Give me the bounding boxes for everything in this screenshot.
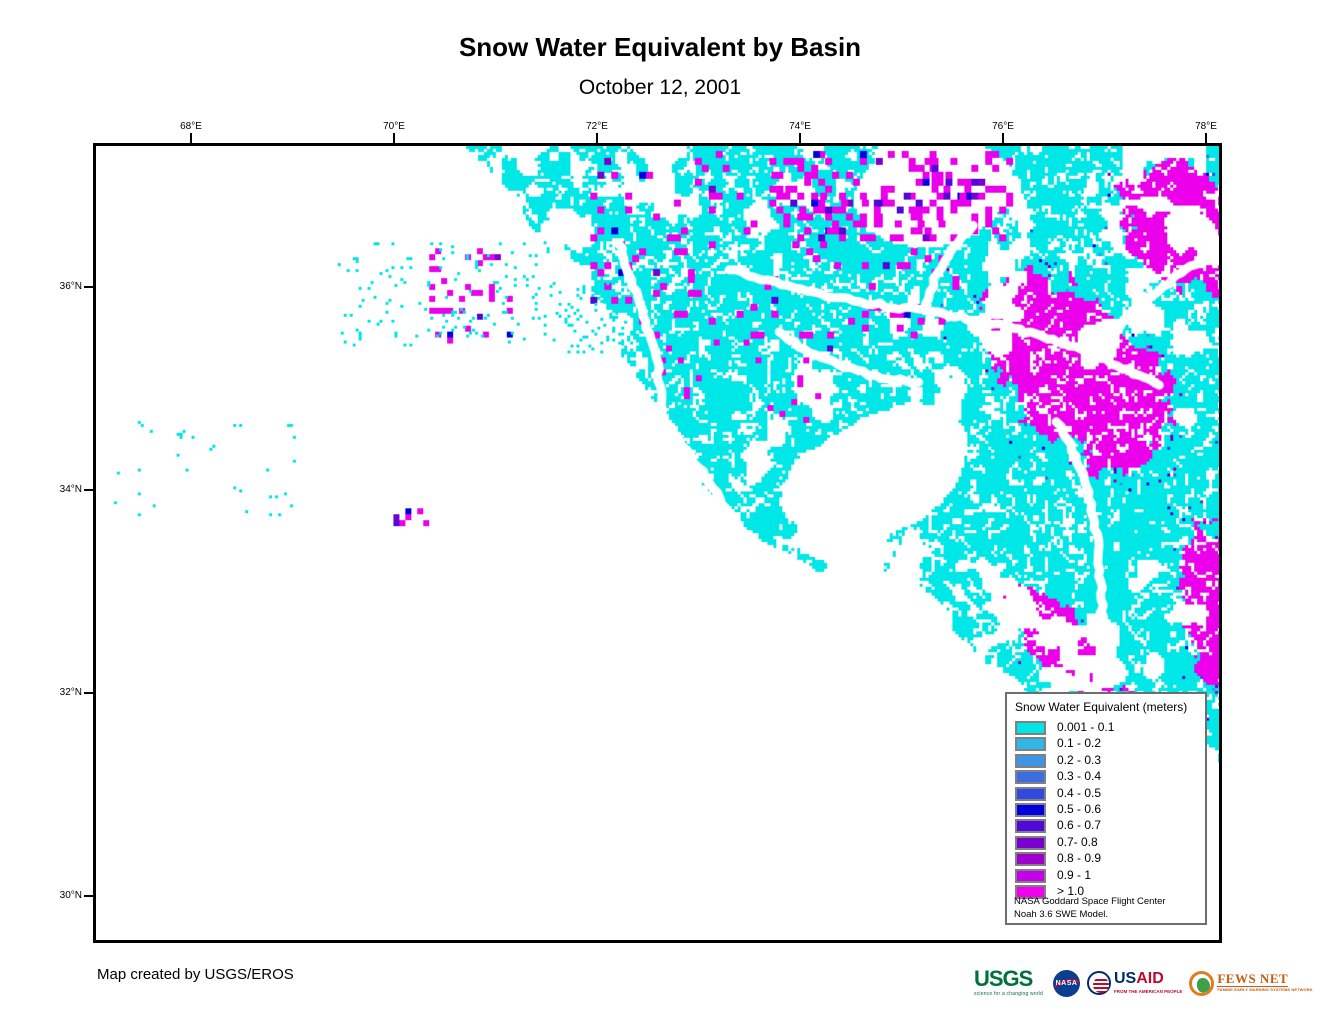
legend-swatch (1015, 737, 1046, 752)
top-tick (1205, 133, 1207, 143)
legend-class-label: > 1.0 (1057, 884, 1085, 898)
left-tick (84, 692, 93, 694)
top-tick-label: 74°E (789, 121, 811, 132)
legend-swatch (1015, 786, 1046, 801)
top-tick (190, 133, 192, 143)
map-title: Snow Water Equivalent by Basin (458, 32, 862, 62)
legend-class-label: 0.3 - 0.4 (1057, 769, 1102, 784)
left-tick-label: 34°N (59, 484, 82, 495)
usaid-emblem-icon (1087, 971, 1111, 995)
usaid-tagline: FROM THE AMERICAN PEOPLE (1114, 988, 1183, 994)
legend-class-label: 0.9 - 1 (1057, 867, 1092, 882)
legend-swatch (1015, 835, 1046, 850)
credit-text: Map created by USGS/EROS (97, 966, 294, 983)
top-tick (1002, 133, 1004, 143)
top-tick (799, 133, 801, 143)
left-tick (84, 489, 93, 491)
legend-class-label: 0.6 - 0.7 (1057, 818, 1102, 833)
top-tick (596, 133, 598, 143)
map-subtitle: October 12, 2001 (578, 76, 742, 99)
usaid-logo: USAID FROM THE AMERICAN PEOPLE (1087, 969, 1183, 996)
usaid-logo-text-aid: AID (1136, 969, 1164, 987)
fewsnet-tagline: FAMINE EARLY WARNING SYSTEMS NETWORK (1217, 986, 1313, 992)
legend-class-label: 0.1 - 0.2 (1057, 736, 1102, 751)
top-tick (393, 133, 395, 143)
legend-title: Snow Water Equivalent (meters) (1015, 700, 1188, 714)
fewsnet-globe-icon (1189, 970, 1215, 996)
left-tick (84, 286, 93, 288)
legend-footnote-line: Noah 3.6 SWE Model. (1014, 909, 1108, 920)
left-tick (84, 895, 93, 897)
legend-swatch (1015, 753, 1046, 768)
legend-swatch (1015, 852, 1046, 867)
legend-footnote-line: NASA Goddard Space Flight Center (1014, 896, 1166, 907)
top-tick-label: 68°E (180, 121, 202, 132)
legend-swatch (1015, 885, 1046, 899)
legend-class-label: 0.4 - 0.5 (1057, 785, 1102, 800)
usgs-logo-text: USGS (974, 966, 1033, 991)
nasa-logo-text: NASA (1055, 979, 1078, 987)
legend-swatch (1015, 868, 1046, 883)
top-tick-label: 76°E (992, 121, 1014, 132)
top-tick-label: 78°E (1195, 121, 1217, 132)
legend-swatch (1015, 721, 1046, 735)
legend-class-label: 0.5 - 0.6 (1057, 802, 1102, 816)
legend-class-label: 0.8 - 0.9 (1057, 851, 1102, 866)
left-tick-label: 36°N (59, 281, 82, 292)
legend-box: Snow Water Equivalent (meters) 0.001 - 0… (1005, 692, 1207, 925)
legend-class-label: 0.2 - 0.3 (1057, 752, 1102, 767)
legend-class-label: 0.001 - 0.1 (1057, 720, 1115, 734)
legend-swatch (1015, 770, 1046, 785)
left-tick-label: 30°N (59, 890, 82, 901)
fewsnet-logo: FEWS NET FAMINE EARLY WARNING SYSTEMS NE… (1189, 970, 1313, 996)
logo-row: USGS science for a changing world NASA U… (974, 962, 1313, 1004)
top-tick-label: 72°E (586, 121, 608, 132)
usaid-logo-text-us: US (1114, 969, 1137, 987)
usgs-tagline: science for a changing world (974, 991, 1043, 997)
usgs-logo: USGS science for a changing world (974, 966, 1046, 998)
legend-swatch (1015, 803, 1046, 817)
left-tick-label: 32°N (59, 687, 82, 698)
fewsnet-logo-text: FEWS NET (1217, 970, 1289, 987)
legend-swatch (1015, 819, 1046, 834)
nasa-swoosh-icon (1053, 969, 1080, 997)
legend-class-label: 0.7- 0.8 (1057, 834, 1098, 849)
top-tick-label: 70°E (383, 121, 405, 132)
nasa-logo-icon: NASA (1053, 969, 1080, 997)
